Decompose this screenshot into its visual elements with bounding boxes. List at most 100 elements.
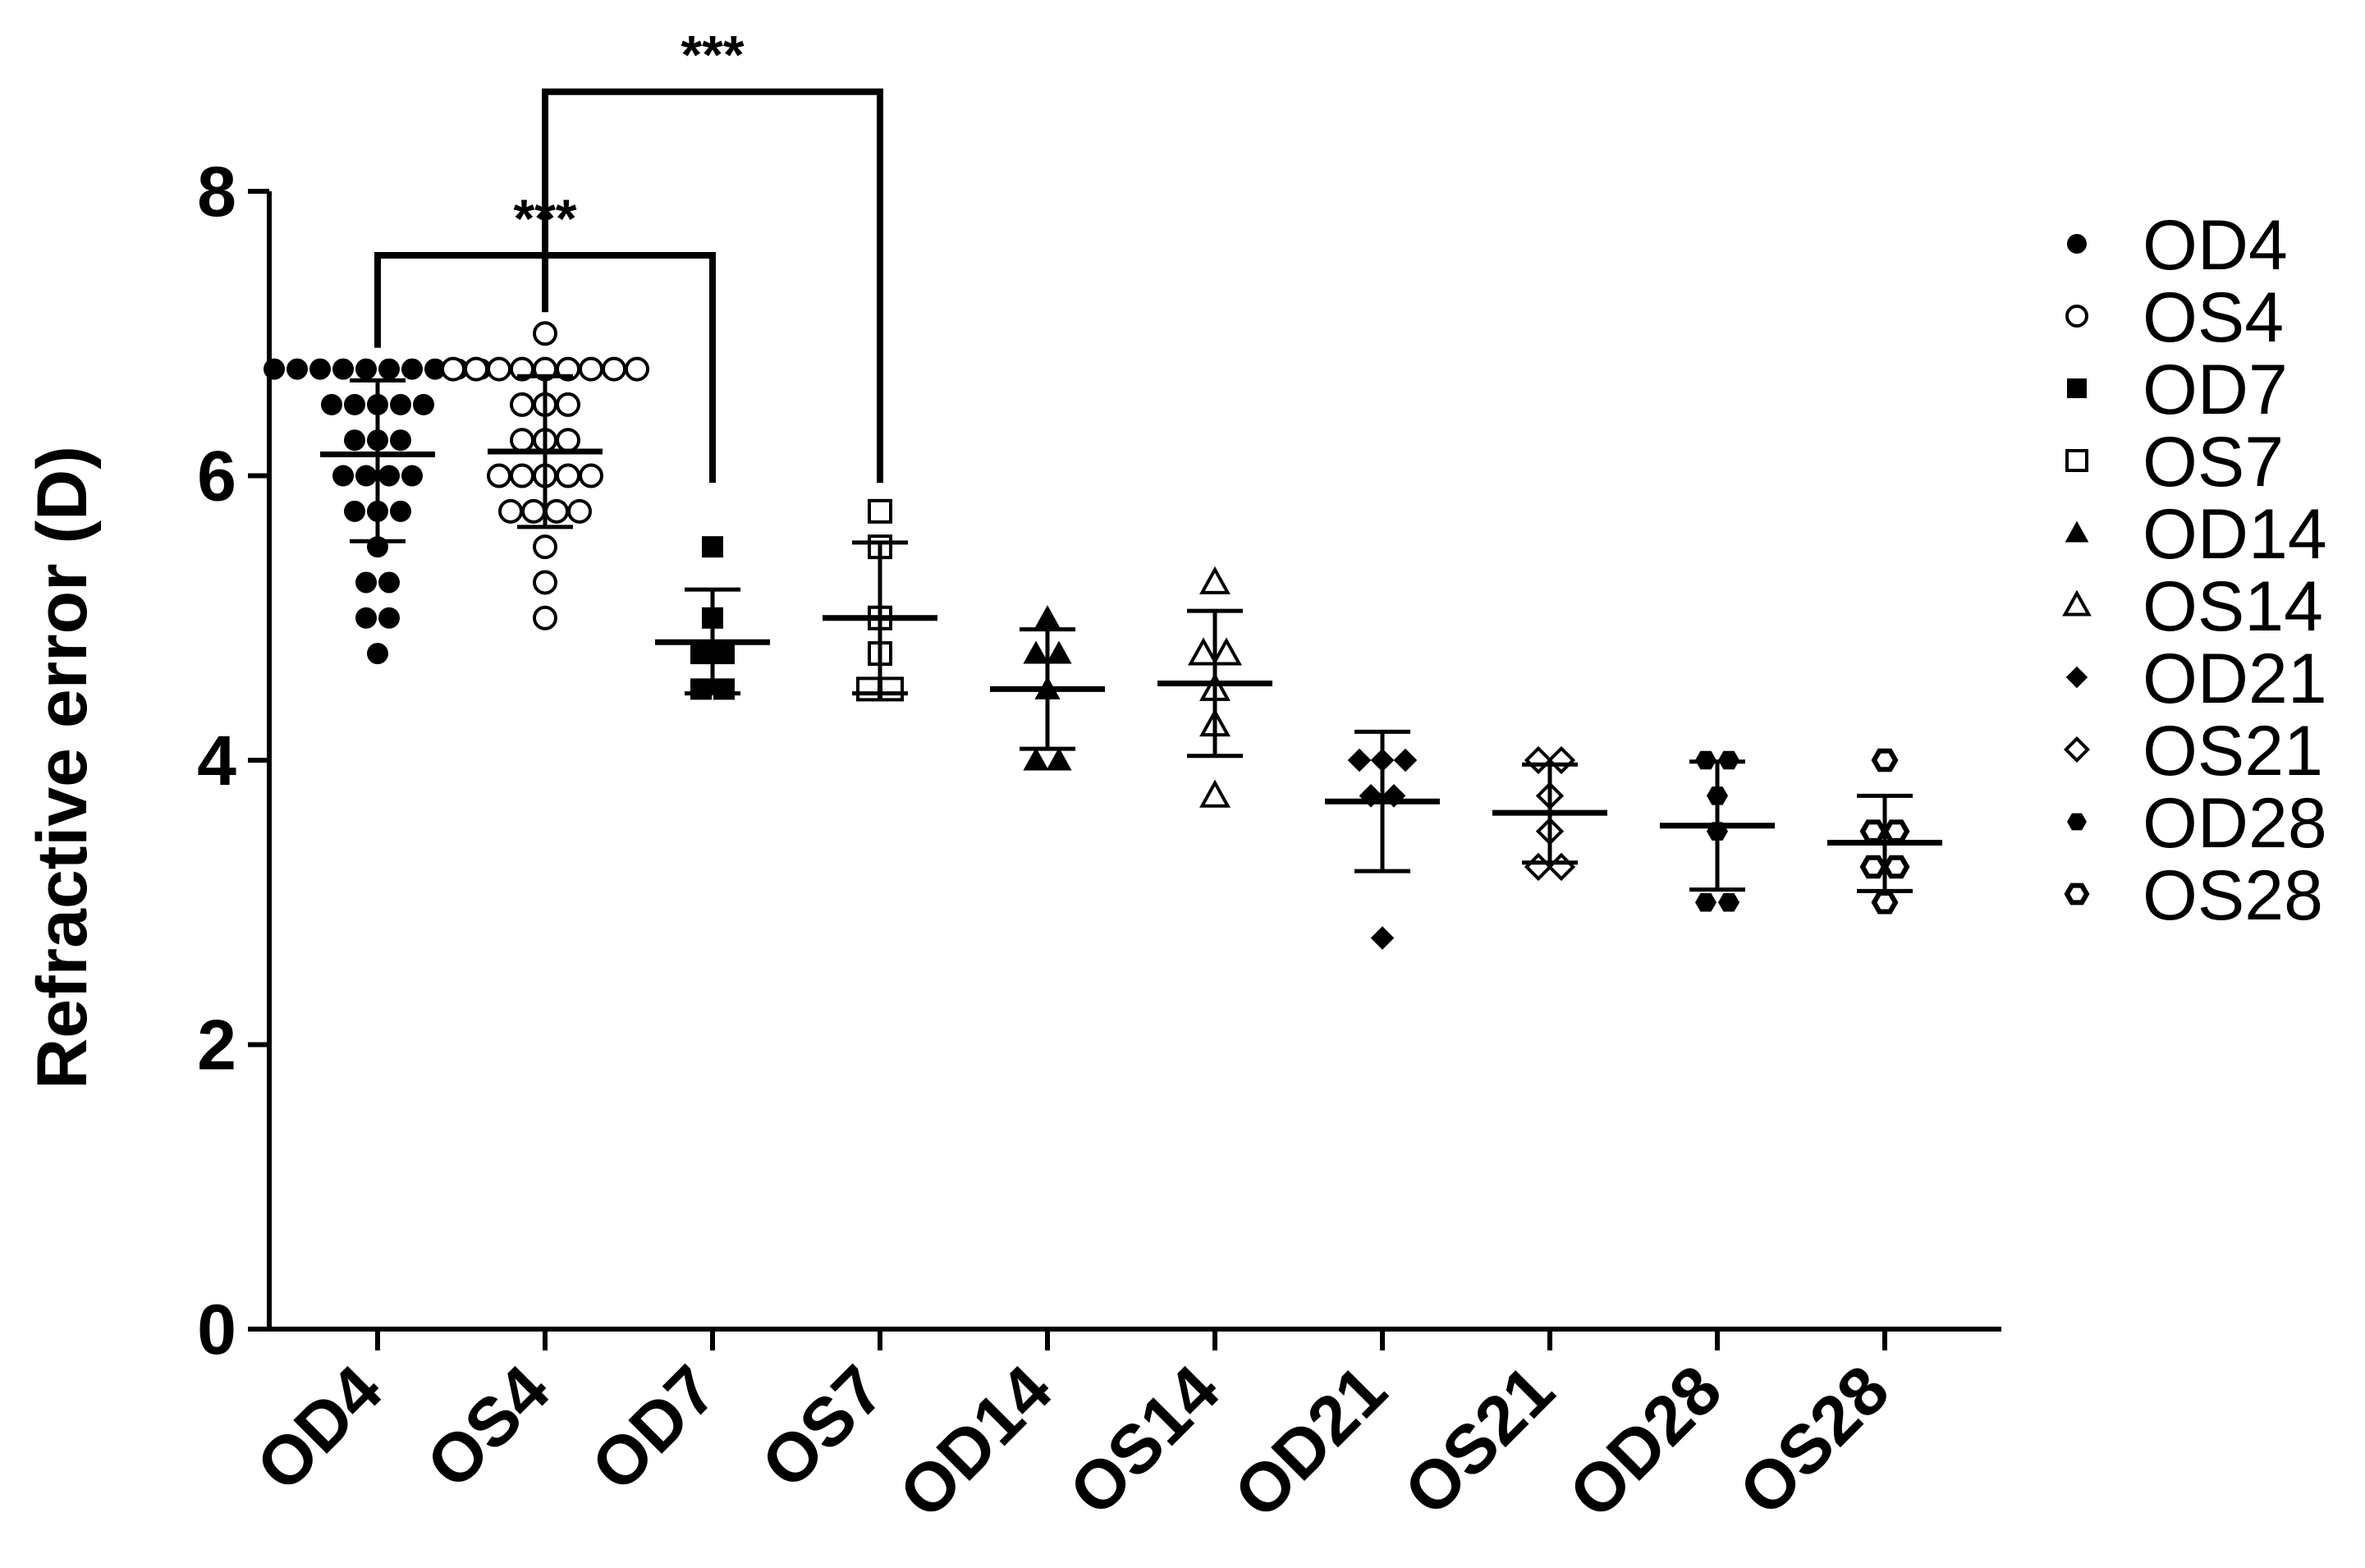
data-point xyxy=(1859,855,1887,879)
data-point xyxy=(464,356,488,382)
data-point xyxy=(1023,747,1049,771)
data-point xyxy=(544,498,569,524)
data-point xyxy=(441,356,465,382)
data-point xyxy=(390,393,411,415)
data-point xyxy=(413,393,434,415)
y-ticks: 0 2 4 6 8 xyxy=(197,153,269,1369)
data-point xyxy=(309,358,331,380)
data-point xyxy=(321,393,342,415)
legend-marker xyxy=(2065,305,2088,328)
data-point xyxy=(579,463,603,488)
legend-marker xyxy=(2063,736,2091,763)
legend-marker xyxy=(2067,378,2087,398)
x-tick-label: OD21 xyxy=(1219,1350,1401,1533)
data-point xyxy=(344,429,365,452)
data-point xyxy=(367,643,388,665)
legend-label: OD7 xyxy=(2143,351,2288,429)
legend-label: OS14 xyxy=(2143,567,2323,646)
data-point xyxy=(390,500,411,522)
x-tick-label: OD28 xyxy=(1554,1350,1736,1533)
data-point xyxy=(533,570,557,595)
data-point xyxy=(1211,637,1242,666)
legend-label: OS28 xyxy=(2143,856,2323,935)
data-point xyxy=(533,321,557,346)
data-point xyxy=(702,536,723,558)
y-tick-label: 4 xyxy=(197,722,236,800)
data-point xyxy=(1524,852,1553,882)
data-point xyxy=(1023,640,1049,664)
legend-label: OS4 xyxy=(2143,278,2284,357)
data-point xyxy=(1382,784,1406,808)
mean-sd-bars xyxy=(320,374,1942,893)
data-point xyxy=(355,465,377,487)
data-point xyxy=(487,356,511,382)
data-point xyxy=(1547,745,1576,775)
y-axis-label: Refractive error (D) xyxy=(23,446,102,1089)
data-point xyxy=(332,465,354,487)
significance-label: *** xyxy=(681,25,744,85)
legend-marker xyxy=(2065,520,2089,543)
data-point xyxy=(713,643,735,665)
data-point xyxy=(1188,637,1219,666)
data-point xyxy=(510,463,534,488)
data-point xyxy=(533,605,557,630)
data-point xyxy=(1695,893,1716,912)
data-point xyxy=(602,356,626,382)
data-point xyxy=(1199,566,1231,594)
data-point xyxy=(625,356,649,382)
data-point xyxy=(401,358,423,380)
data-point xyxy=(264,358,285,380)
data-point xyxy=(879,676,904,702)
legend-marker xyxy=(2065,666,2088,689)
data-point xyxy=(1393,748,1418,773)
data-point xyxy=(1882,855,1910,879)
data-point xyxy=(1882,819,1910,843)
data-point xyxy=(1034,605,1061,629)
data-point xyxy=(1859,819,1887,843)
data-point xyxy=(344,393,365,415)
data-point xyxy=(1347,748,1372,773)
data-point xyxy=(510,428,534,453)
data-point xyxy=(286,358,308,380)
data-point xyxy=(868,498,892,524)
data-point xyxy=(1871,891,1899,915)
data-point xyxy=(1871,748,1899,773)
x-tick-label: OD4 xyxy=(241,1350,396,1506)
legend-marker xyxy=(2065,449,2088,472)
legend-label: OD4 xyxy=(2143,206,2288,285)
legend-label: OD28 xyxy=(2143,784,2327,863)
data-point xyxy=(556,392,580,417)
y-tick-label: 8 xyxy=(197,153,236,232)
x-tick-label: OS7 xyxy=(746,1350,898,1502)
data-point xyxy=(344,500,365,522)
data-point xyxy=(487,463,511,488)
legend-label: OS7 xyxy=(2143,423,2284,502)
data-point xyxy=(1718,893,1739,912)
x-tick-label: OS14 xyxy=(1054,1350,1234,1530)
data-point xyxy=(1046,747,1072,771)
data-point xyxy=(378,358,400,380)
data-point xyxy=(332,358,354,380)
data-point xyxy=(355,607,377,629)
data-point xyxy=(390,429,411,452)
data-point xyxy=(378,571,400,594)
data-point xyxy=(510,392,534,417)
x-tick-label: OS28 xyxy=(1724,1350,1903,1529)
data-point xyxy=(424,358,446,380)
data-point xyxy=(1524,745,1553,775)
data-point xyxy=(579,356,603,382)
data-point xyxy=(1370,926,1395,950)
data-point xyxy=(1547,852,1576,882)
data-point xyxy=(355,358,377,380)
x-tick-label: OD14 xyxy=(884,1350,1066,1533)
x-tick-label: OS21 xyxy=(1389,1350,1568,1529)
y-tick-label: 0 xyxy=(197,1291,236,1369)
data-point xyxy=(856,676,881,702)
data-point xyxy=(401,465,423,487)
data-point xyxy=(690,643,712,665)
data-point xyxy=(378,607,400,629)
legend-marker xyxy=(2064,883,2090,905)
